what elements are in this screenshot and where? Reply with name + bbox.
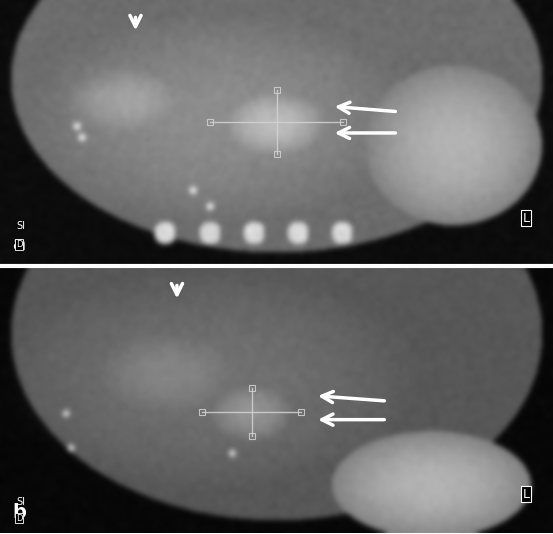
Text: L: L	[523, 211, 530, 225]
Bar	[340, 119, 346, 125]
Bar	[274, 151, 279, 158]
Bar	[299, 409, 304, 415]
Bar	[207, 119, 213, 125]
Text: SI: SI	[16, 497, 25, 507]
Bar	[249, 433, 254, 438]
Text: L: L	[523, 488, 530, 500]
Bar	[274, 88, 279, 93]
Bar	[199, 409, 205, 415]
Text: b: b	[12, 503, 26, 522]
Text: D: D	[16, 240, 23, 249]
Text: a: a	[12, 235, 25, 254]
Text: SI: SI	[16, 221, 25, 231]
Text: D: D	[16, 514, 23, 523]
Bar	[249, 384, 254, 391]
